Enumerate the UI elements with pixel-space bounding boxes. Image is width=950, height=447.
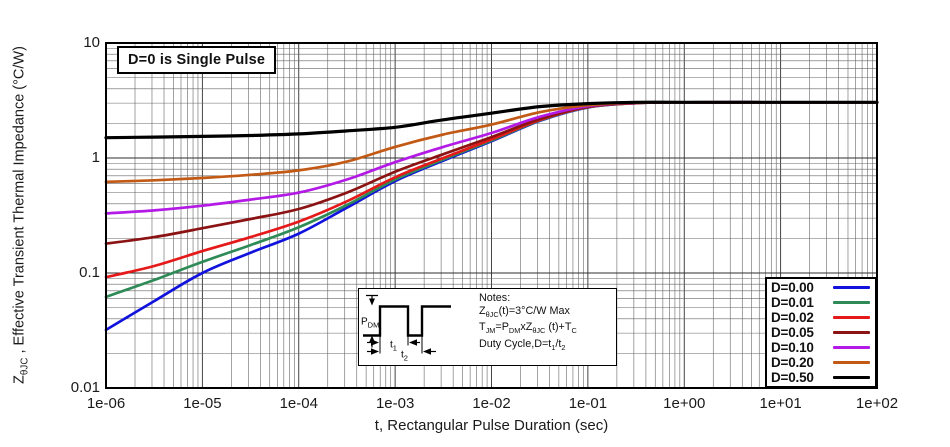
t2-arrowhead-left <box>423 348 431 355</box>
legend-line-swatch <box>833 316 870 319</box>
legend-item-D=0.10: D=0.10 <box>767 340 875 355</box>
y-tick-label: 1 <box>91 149 100 166</box>
y-axis-title-text: , Effective Transient Thermal Impedance … <box>11 46 28 358</box>
legend-item-D=0.50: D=0.50 <box>767 370 875 385</box>
pulse-waveform <box>363 305 451 337</box>
t2-arrowhead-right <box>371 348 379 355</box>
single-pulse-annotation-text: D=0 is Single Pulse <box>128 52 266 68</box>
legend: D=0.00 D=0.01 D=0.02 D=0.05 D=0.10 D=0.20 D=0.… <box>765 277 877 388</box>
legend-label: D=0.05 <box>771 325 814 340</box>
t2-label: t2 <box>401 350 408 363</box>
y-axis-title-symbol: Z <box>11 375 28 384</box>
legend-line-swatch <box>833 286 870 289</box>
curves <box>104 100 879 332</box>
legend-label: D=0.01 <box>771 295 814 310</box>
y-axis-title-subscript: θJC <box>19 357 31 376</box>
legend-line-swatch <box>833 301 870 304</box>
legend-line-swatch <box>833 376 870 379</box>
t1-arrowhead-left <box>409 339 417 346</box>
amplitude-arrowhead-down <box>369 298 375 306</box>
legend-line-swatch <box>833 331 870 334</box>
curve-D=0.50 <box>104 100 879 140</box>
legend-item-D=0.05: D=0.05 <box>767 325 875 340</box>
x-tick-label: 1e-05 <box>183 395 222 412</box>
notes-line-2: TJM=PDMxZθJC (t)+TC <box>479 321 577 336</box>
legend-line-swatch <box>833 361 870 364</box>
x-tick-label: 1e+01 <box>759 395 802 412</box>
x-axis-title: t, Rectangular Pulse Duration (sec) <box>374 417 609 434</box>
notes-line-1: ZθJC(t)=3°C/W Max <box>479 304 570 319</box>
plot-frame <box>105 42 878 389</box>
pulse-waveform-diagram: PDM t1 t2 <box>361 294 451 363</box>
legend-item-D=0.02: D=0.02 <box>767 310 875 325</box>
x-tick-label: 1e-01 <box>568 395 608 412</box>
legend-label: D=0.50 <box>771 370 814 385</box>
legend-item-D=0.20: D=0.20 <box>767 355 875 370</box>
y-tick-label: 0.01 <box>70 379 100 396</box>
pdm-label: PDM <box>361 317 379 330</box>
legend-label: D=0.02 <box>771 310 814 325</box>
x-tick-label: 1e-02 <box>472 395 511 412</box>
notes-title: Notes: <box>479 292 511 304</box>
notes-box: PDM t1 t2 Notes: ZθJC(t)=3°C/W Max TJM=P… <box>358 288 617 366</box>
x-tick-label: 1e-04 <box>279 395 318 412</box>
notes-line-3: Duty Cycle,D=t1/t2 <box>479 338 566 353</box>
y-tick-label: 0.1 <box>79 264 100 281</box>
legend-item-D=0.01: D=0.01 <box>767 295 875 310</box>
legend-item-D=0.00: D=0.00 <box>767 280 875 295</box>
t1-arrowhead-right <box>371 339 379 346</box>
x-tick-label: 1e-06 <box>86 395 126 412</box>
legend-label: D=0.20 <box>771 355 814 370</box>
notes-text: Notes: ZθJC(t)=3°C/W Max TJM=PDMxZθJC (t… <box>479 289 616 365</box>
t1-label: t1 <box>390 340 397 353</box>
x-tick-label: 1e-03 <box>375 395 415 412</box>
legend-line-swatch <box>833 346 870 349</box>
single-pulse-annotation: D=0 is Single Pulse <box>117 46 277 74</box>
legend-label: D=0.00 <box>771 280 814 295</box>
y-axis-title: ZθJC , Effective Transient Thermal Imped… <box>12 46 31 384</box>
y-tick-label: 10 <box>83 34 100 51</box>
legend-label: D=0.10 <box>771 340 814 355</box>
x-tick-label: 1e+02 <box>855 395 899 412</box>
x-tick-label: 1e+00 <box>663 395 706 412</box>
edge-extenders <box>379 335 423 354</box>
